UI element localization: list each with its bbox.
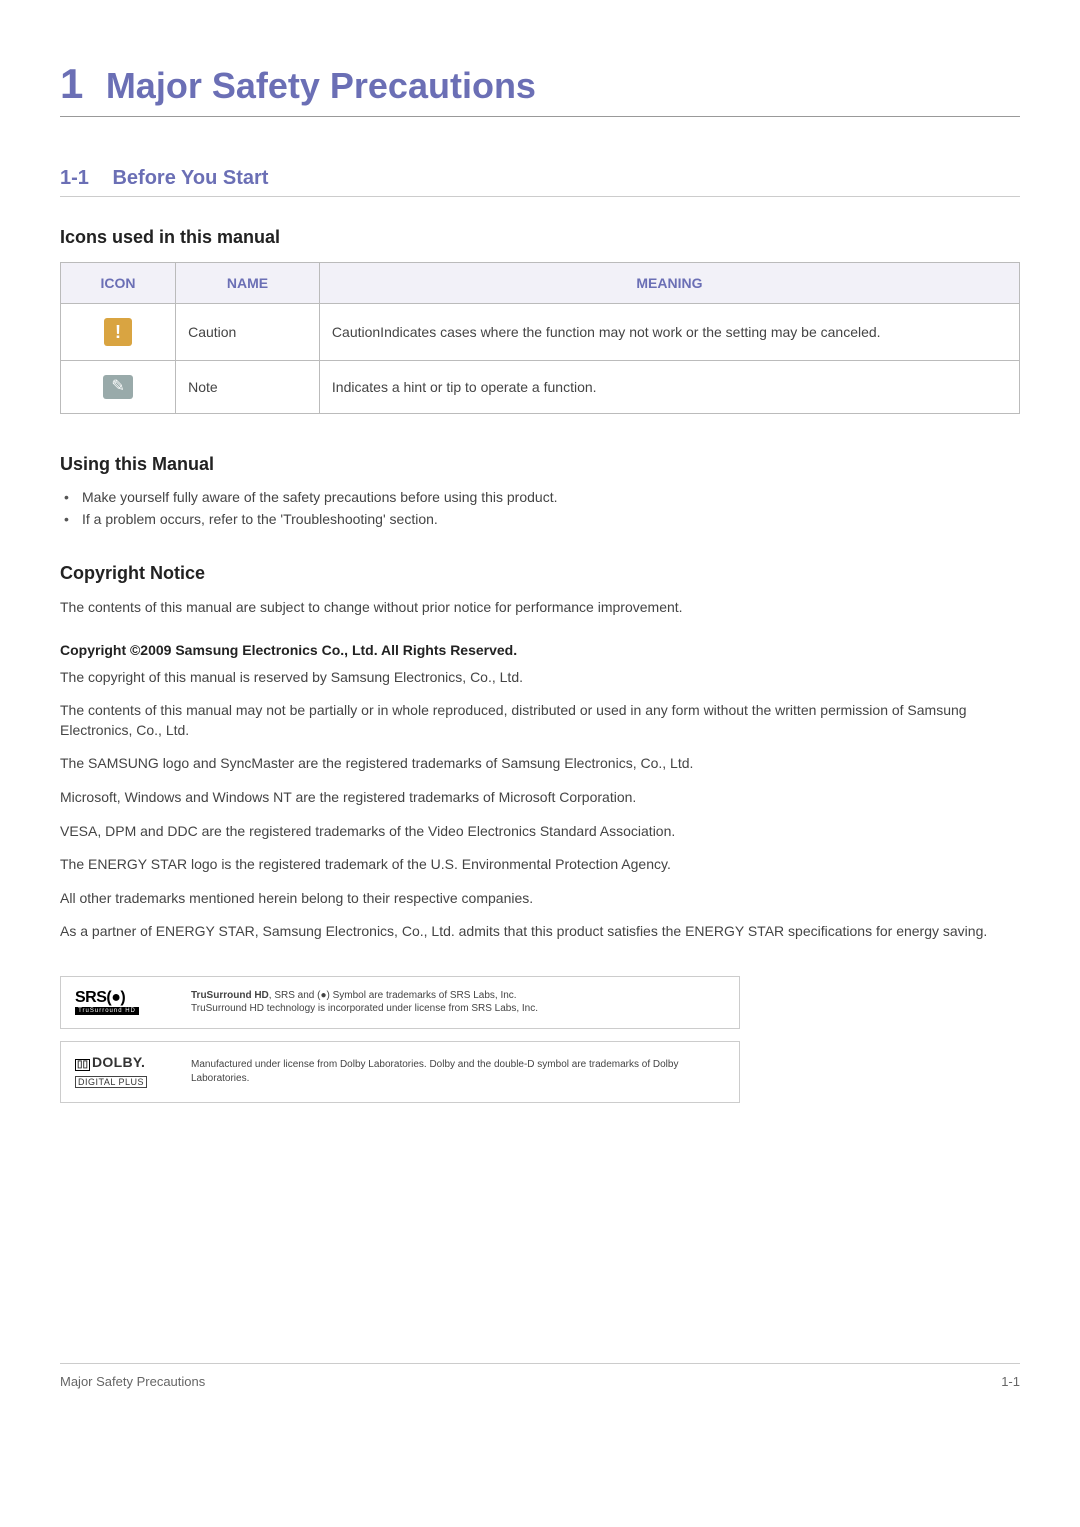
cell-meaning: Indicates a hint or tip to operate a fun… [319,361,1019,414]
section-number: 1-1 [60,167,89,189]
cell-name: Caution [176,304,320,361]
table-row: ✎ Note Indicates a hint or tip to operat… [61,361,1020,414]
footer-right: 1-1 [1001,1374,1020,1389]
copyright-para: The copyright of this manual is reserved… [60,668,1020,688]
chapter-text: Major Safety Precautions [106,65,536,107]
th-icon: ICON [61,263,176,304]
chapter-number: 1 [60,60,83,108]
th-meaning: MEANING [319,263,1019,304]
dolby-dd-icon: ▯▯ [75,1059,90,1071]
copyright-para: The contents of this manual may not be p… [60,701,1020,740]
caution-icon: ! [104,318,132,346]
using-bullets: Make yourself fully aware of the safety … [60,489,1020,527]
srs-trademark-box: SRS(●) TruSurround HD TruSurround HD, SR… [60,976,740,1029]
using-subheading: Using this Manual [60,454,1020,475]
footer-left: Major Safety Precautions [60,1374,205,1389]
copyright-para: VESA, DPM and DDC are the registered tra… [60,822,1020,842]
copyright-intro: The contents of this manual are subject … [60,598,1020,618]
srs-logo-sub: TruSurround HD [75,1007,139,1015]
table-row: ! Caution CautionIndicates cases where t… [61,304,1020,361]
list-item: Make yourself fully aware of the safety … [64,489,1020,505]
dolby-text: Manufactured under license from Dolby La… [191,1058,725,1085]
cell-name: Note [176,361,320,414]
note-icon: ✎ [103,375,133,399]
dolby-logo-main: DOLBY. [92,1054,145,1070]
copyright-para: All other trademarks mentioned herein be… [60,889,1020,909]
dolby-logo-sub: DIGITAL PLUS [75,1076,147,1088]
srs-text: TruSurround HD, SRS and (●) Symbol are t… [191,989,538,1016]
srs-logo-main: SRS(●) [75,989,175,1007]
list-item: If a problem occurs, refer to the 'Troub… [64,511,1020,527]
icon-table: ICON NAME MEANING ! Caution CautionIndic… [60,262,1020,414]
section-title: Before You Start [112,167,268,189]
copyright-bold: Copyright ©2009 Samsung Electronics Co.,… [60,642,1020,658]
th-name: NAME [176,263,320,304]
copyright-para: The ENERGY STAR logo is the registered t… [60,855,1020,875]
icons-subheading: Icons used in this manual [60,227,1020,248]
srs-line1: TruSurround HD, SRS and (●) Symbol are t… [191,990,517,1001]
dolby-trademark-box: ▯▯DOLBY. DIGITAL PLUS Manufactured under… [60,1041,740,1103]
cell-meaning: CautionIndicates cases where the functio… [319,304,1019,361]
copyright-subheading: Copyright Notice [60,563,1020,584]
srs-logo: SRS(●) TruSurround HD [75,989,175,1015]
page-footer: Major Safety Precautions 1-1 [60,1363,1020,1389]
copyright-para: Microsoft, Windows and Windows NT are th… [60,788,1020,808]
dolby-logo: ▯▯DOLBY. DIGITAL PLUS [75,1054,175,1090]
copyright-para: As a partner of ENERGY STAR, Samsung Ele… [60,922,1020,942]
copyright-para: The SAMSUNG logo and SyncMaster are the … [60,754,1020,774]
section-heading: 1-1 Before You Start [60,167,1020,197]
srs-line2: TruSurround HD technology is incorporate… [191,1003,538,1014]
chapter-title: 1 Major Safety Precautions [60,60,1020,117]
